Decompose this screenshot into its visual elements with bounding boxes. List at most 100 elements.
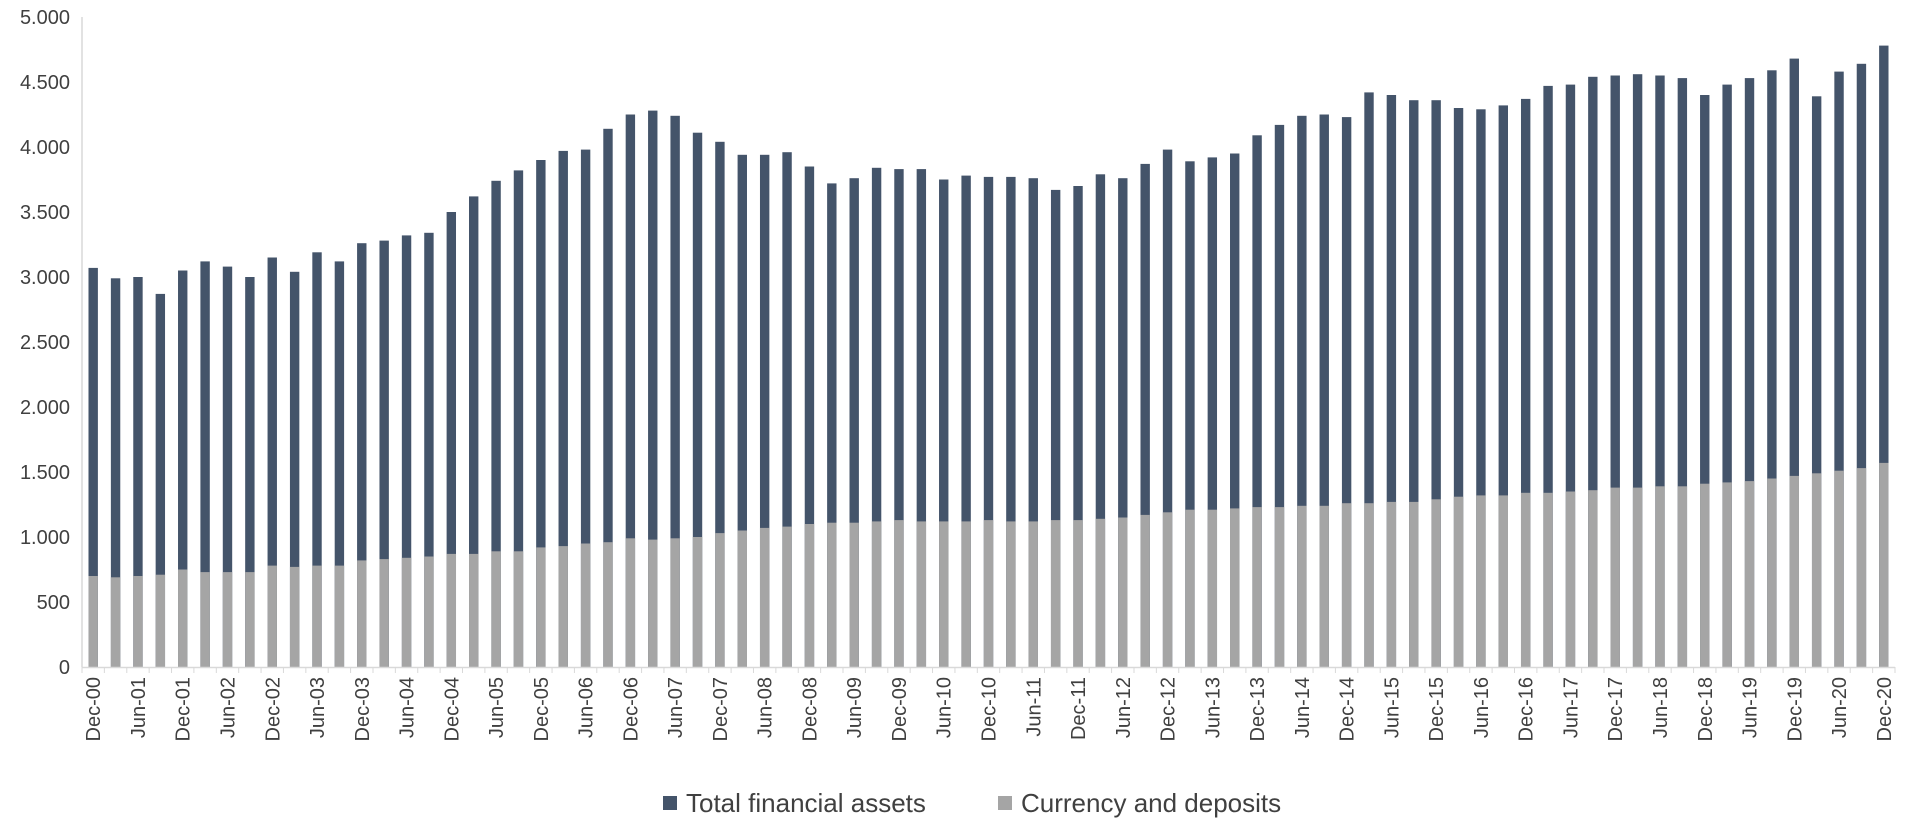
bar-total-financial-assets-1 — [110, 278, 121, 667]
x-tick-label: Dec-01 — [173, 677, 195, 741]
bars-total-financial-assets — [88, 45, 1889, 668]
legend-label-total-financial-assets: Total financial assets — [686, 788, 926, 818]
bar-total-financial-assets-73 — [1722, 84, 1732, 668]
x-tick-label: Jun-17 — [1560, 677, 1582, 738]
x-tick-label: Jun-06 — [576, 677, 598, 738]
bar-total-financial-assets-23 — [603, 128, 613, 668]
bar-currency-and-deposits-80 — [1879, 462, 1889, 667]
x-tick-label: Jun-18 — [1650, 677, 1672, 738]
x-tick-label: Dec-06 — [620, 677, 642, 741]
bar-total-financial-assets-36 — [894, 169, 904, 667]
bar-currency-and-deposits-21 — [558, 546, 568, 667]
bar-total-financial-assets-50 — [1207, 157, 1218, 667]
bar-currency-and-deposits-6 — [222, 572, 233, 667]
x-tick-label: Jun-01 — [128, 677, 150, 738]
bar-total-financial-assets-14 — [401, 235, 412, 667]
bar-currency-and-deposits-65 — [1543, 492, 1553, 667]
bar-currency-and-deposits-8 — [267, 565, 277, 667]
bar-currency-and-deposits-54 — [1297, 505, 1307, 667]
bar-currency-and-deposits-31 — [782, 526, 792, 667]
bar-total-financial-assets-61 — [1453, 108, 1464, 667]
bar-currency-and-deposits-72 — [1700, 483, 1710, 667]
bar-total-financial-assets-3 — [155, 293, 166, 667]
x-tick-label: Jun-13 — [1202, 677, 1224, 738]
y-tick-label: 500 — [37, 592, 70, 614]
bar-total-financial-assets-15 — [424, 232, 434, 668]
x-tick-label: Jun-20 — [1829, 677, 1851, 738]
bar-total-financial-assets-18 — [491, 180, 501, 668]
bar-currency-and-deposits-49 — [1185, 509, 1195, 667]
x-tick-label: Jun-19 — [1740, 677, 1762, 738]
bar-total-financial-assets-47 — [1140, 163, 1150, 667]
bar-total-financial-assets-12 — [357, 243, 367, 667]
bar-currency-and-deposits-7 — [245, 572, 255, 667]
bar-currency-and-deposits-37 — [916, 521, 927, 667]
x-tick-label: Dec-09 — [889, 677, 911, 741]
bar-total-financial-assets-54 — [1297, 115, 1307, 668]
bar-total-financial-assets-62 — [1476, 109, 1486, 668]
bar-currency-and-deposits-11 — [334, 565, 345, 667]
x-axis-ticks: Dec-00 Jun-01 Dec-01 Jun-02 Dec-02 Jun-03 Dec-… — [81, 667, 1896, 741]
bar-currency-and-deposits-15 — [424, 556, 434, 667]
x-tick-label: Jun-11 — [1023, 677, 1045, 737]
bar-total-financial-assets-37 — [916, 169, 927, 667]
bar-currency-and-deposits-48 — [1162, 512, 1173, 667]
bar-total-financial-assets-21 — [558, 150, 568, 667]
bar-total-financial-assets-59 — [1409, 100, 1419, 667]
bar-currency-and-deposits-55 — [1319, 505, 1329, 667]
axes — [81, 17, 1895, 669]
bar-total-financial-assets-42 — [1028, 178, 1038, 667]
x-tick-label: Jun-09 — [844, 677, 866, 738]
bar-currency-and-deposits-79 — [1856, 468, 1867, 667]
bar-total-financial-assets-29 — [737, 154, 747, 668]
bar-total-financial-assets-28 — [715, 141, 725, 668]
x-tick-label: Jun-16 — [1471, 677, 1493, 738]
bar-currency-and-deposits-19 — [513, 551, 524, 667]
x-tick-label: Dec-07 — [710, 677, 732, 741]
bar-total-financial-assets-63 — [1498, 105, 1508, 667]
bar-total-financial-assets-31 — [782, 152, 792, 667]
bar-currency-and-deposits-34 — [849, 522, 859, 667]
bar-currency-and-deposits-36 — [894, 520, 904, 667]
bar-total-financial-assets-55 — [1319, 114, 1329, 667]
bar-total-financial-assets-80 — [1879, 45, 1889, 668]
bar-total-financial-assets-40 — [983, 176, 994, 667]
bar-total-financial-assets-13 — [379, 240, 389, 667]
bar-currency-and-deposits-26 — [670, 538, 680, 667]
bar-currency-and-deposits-22 — [580, 543, 591, 667]
bar-total-financial-assets-72 — [1700, 95, 1710, 667]
bar-total-financial-assets-38 — [939, 179, 949, 667]
bar-currency-and-deposits-3 — [155, 574, 166, 667]
x-tick-label: Dec-16 — [1516, 677, 1538, 741]
bar-total-financial-assets-74 — [1744, 78, 1755, 668]
bar-currency-and-deposits-0 — [88, 576, 98, 667]
bar-currency-and-deposits-39 — [961, 521, 971, 667]
bar-currency-and-deposits-23 — [603, 542, 613, 667]
bar-total-financial-assets-16 — [446, 212, 457, 667]
bar-total-financial-assets-76 — [1789, 58, 1799, 668]
bar-currency-and-deposits-78 — [1834, 470, 1844, 667]
x-tick-label: Jun-12 — [1113, 677, 1135, 738]
bar-currency-and-deposits-62 — [1476, 495, 1486, 667]
bar-currency-and-deposits-70 — [1655, 486, 1665, 667]
y-tick-label: 1.500 — [20, 462, 70, 484]
x-tick-label: Dec-15 — [1426, 677, 1448, 741]
y-tick-label: 2.000 — [20, 397, 70, 419]
bar-currency-and-deposits-60 — [1431, 499, 1441, 667]
bar-total-financial-assets-70 — [1655, 75, 1665, 667]
bar-currency-and-deposits-76 — [1789, 475, 1799, 667]
x-tick-label: Dec-00 — [83, 677, 105, 741]
bar-currency-and-deposits-77 — [1811, 473, 1822, 667]
bar-currency-and-deposits-14 — [401, 557, 412, 667]
bar-total-financial-assets-7 — [245, 277, 255, 667]
bar-currency-and-deposits-74 — [1744, 481, 1755, 667]
bar-total-financial-assets-17 — [469, 196, 479, 667]
y-tick-label: 5.000 — [20, 7, 70, 29]
x-tick-label: Jun-15 — [1381, 677, 1403, 738]
x-tick-label: Jun-02 — [217, 677, 239, 738]
bar-total-financial-assets-51 — [1230, 153, 1240, 667]
bar-total-financial-assets-24 — [625, 114, 636, 667]
bar-currency-and-deposits-27 — [692, 537, 703, 667]
bar-currency-and-deposits-5 — [200, 572, 210, 667]
bar-currency-and-deposits-63 — [1498, 495, 1508, 667]
